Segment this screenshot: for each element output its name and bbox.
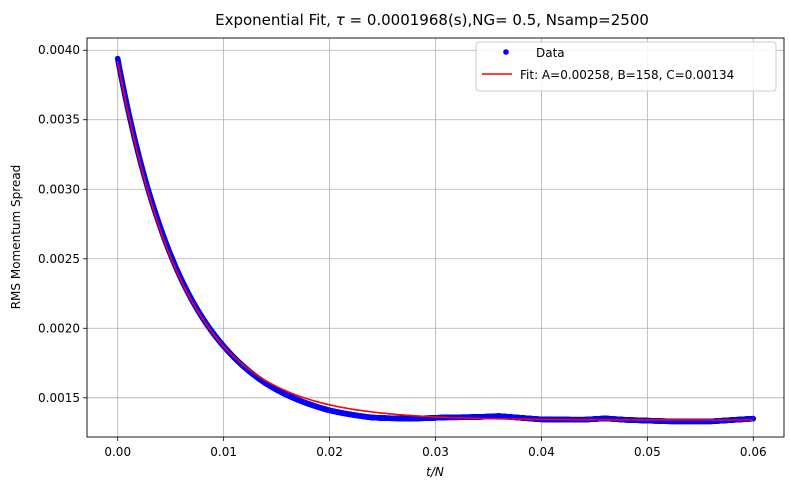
y-tick-label: 0.0030 [38, 182, 80, 196]
y-tick-label: 0.0015 [38, 391, 80, 405]
x-axis-label: t/N [426, 465, 444, 479]
y-tick-label: 0.0040 [38, 43, 80, 57]
x-tick-label: 0.05 [634, 445, 661, 459]
x-tick-label: 0.02 [316, 445, 343, 459]
legend: Data Fit: A=0.00258, B=158, C=0.00134 [475, 41, 777, 92]
y-tick-label: 0.0020 [38, 321, 80, 335]
x-tick-label: 0.00 [104, 445, 131, 459]
x-tick-label: 0.01 [210, 445, 237, 459]
x-tick-label: 0.06 [740, 445, 767, 459]
y-tick-label: 0.0025 [38, 252, 80, 266]
fit-line [116, 61, 754, 421]
y-tick-label: 0.0035 [38, 113, 80, 127]
y-axis-ticks: 0.0015 0.0020 0.0025 0.0030 0.0035 0.0040 [38, 43, 87, 405]
legend-data-label: Data [536, 46, 565, 60]
legend-data-marker [503, 49, 509, 55]
x-tick-label: 0.03 [422, 445, 449, 459]
legend-fit-label: Fit: A=0.00258, B=158, C=0.00134 [520, 68, 734, 82]
x-axis-ticks: 0.00 0.01 0.02 0.03 0.04 0.05 0.06 [104, 437, 767, 459]
grid [87, 38, 784, 437]
x-tick-label: 0.04 [528, 445, 555, 459]
legend-box [475, 41, 777, 92]
chart-title: Exponential Fit, τ = 0.0001968(s),NG= 0.… [215, 11, 649, 29]
plot-series [114, 55, 757, 425]
y-axis-label: RMS Momentum Spread [9, 165, 23, 310]
